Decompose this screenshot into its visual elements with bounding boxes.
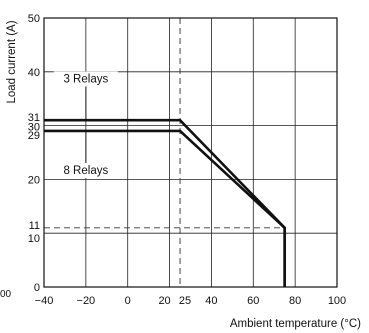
y-tick-label: 30	[28, 122, 40, 134]
y-tick-label: 20	[28, 174, 40, 186]
x-tick-label: 80	[289, 295, 301, 307]
stray-label: 00	[0, 289, 12, 300]
grid	[44, 18, 337, 287]
plot-frame	[43, 17, 338, 288]
y-tick-label: 10	[28, 233, 40, 245]
y-tick-label: 31	[28, 112, 40, 124]
annotation-8-relays: 8 Relays	[63, 165, 108, 177]
x-tick-labels: −40 −20 0 20 25 40 60 80 100	[35, 295, 347, 307]
y-tick-label: 0	[34, 282, 40, 294]
x-tick-label: 25	[179, 295, 191, 307]
annotation-bg	[53, 71, 118, 87]
x-axis-label: Ambient temperature (°C)	[230, 318, 361, 330]
series-annotations: 3 Relays 8 Relays	[53, 71, 118, 179]
x-tick-label: 60	[247, 295, 259, 307]
series-line-3-relays	[44, 118, 286, 287]
x-tick-label: −40	[35, 295, 54, 307]
y-tick-label: 40	[28, 67, 40, 79]
annotation-3-relays: 3 Relays	[63, 74, 108, 86]
y-tick-label: 11	[29, 220, 40, 232]
x-tick-label: 100	[328, 295, 346, 307]
reference-lines	[44, 18, 285, 287]
y-tick-label: 29	[28, 130, 40, 142]
x-tick-label: 20	[158, 295, 170, 307]
series-lines	[44, 118, 286, 287]
series-line-8-relays	[44, 129, 286, 287]
y-tick-label: 50	[28, 13, 40, 25]
x-tick-label: −20	[77, 295, 96, 307]
annotation-bg	[53, 163, 118, 179]
y-axis-label: Load current (A)	[6, 20, 18, 103]
x-tick-label: 40	[205, 295, 217, 307]
x-tick-label: 0	[125, 295, 131, 307]
